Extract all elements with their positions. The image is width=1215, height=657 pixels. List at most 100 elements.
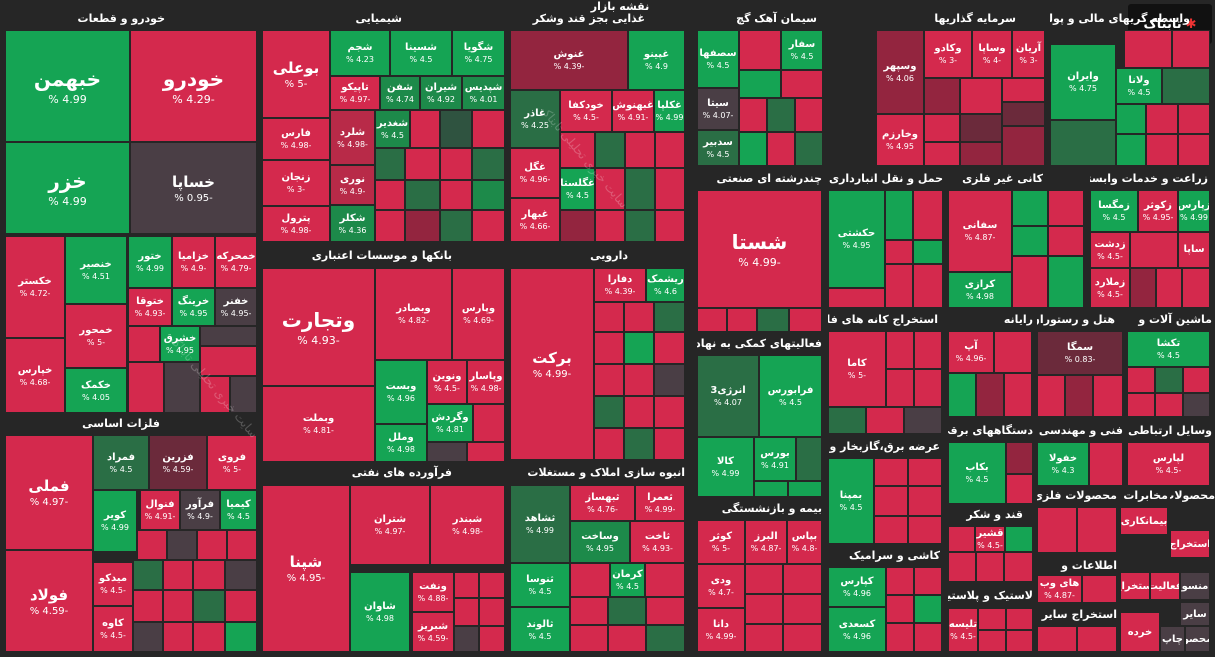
tile-midco[interactable]: میدکو -4.5 %: [93, 562, 133, 606]
tile-tekasha[interactable]: تکشا 4.5 %: [1127, 331, 1210, 367]
tile-zadasht[interactable]: زدشت -4.5 %: [1090, 232, 1130, 268]
tile-saalvand[interactable]: ثالوند 4.5 %: [510, 607, 570, 652]
tile-vasakht[interactable]: وساخت 4.95 %: [570, 521, 630, 563]
tile-fzarin[interactable]: فزرین -4.59 %: [149, 435, 207, 490]
tile-kimia[interactable]: کیمیا 4.5 %: [220, 490, 257, 530]
tile-vapars[interactable]: وپارس -4.69 %: [452, 268, 505, 360]
tile-energy3[interactable]: انرژی3 4.07 %: [697, 355, 759, 437]
tile-misc-d[interactable]: استخراج: [1120, 572, 1150, 600]
tile-misc-a[interactable]: بیمانکاری: [1120, 507, 1168, 535]
tile-kerman[interactable]: کرمان 4.5 %: [610, 563, 645, 597]
tile-dfara[interactable]: دفارا -4.39 %: [594, 268, 646, 302]
tile-khtoor[interactable]: ختور 4.99 %: [128, 236, 172, 288]
tile-ap[interactable]: آپ -4.96 %: [948, 331, 994, 373]
tile-vapasar[interactable]: وپاسار -4.98 %: [467, 360, 505, 404]
tile-shghadir[interactable]: شغدیر 4.5 %: [375, 110, 410, 148]
tile-khmoharreke[interactable]: خمحرکه -4.79 %: [215, 236, 257, 288]
tile-khodro[interactable]: خودرو -4.29 %: [130, 30, 257, 142]
tile-zakosar[interactable]: زکوثر -4.95 %: [1138, 190, 1178, 232]
tile-shasina[interactable]: شسینا 4.5 %: [390, 30, 452, 76]
tile-khazamia[interactable]: خزامیا -4.9 %: [172, 236, 215, 288]
tile-misc-g[interactable]: خرده: [1120, 612, 1160, 652]
tile-kavir[interactable]: کویر 4.99 %: [93, 490, 137, 552]
tile-kosar[interactable]: کوثر -5 %: [697, 520, 745, 564]
tile-tapiko[interactable]: تاپیکو -4.97 %: [330, 76, 380, 110]
tile-khkomak[interactable]: خکمک 4.05 %: [65, 368, 127, 413]
tile-shepna[interactable]: شپنا -4.95 %: [262, 485, 350, 652]
tile-khfanar[interactable]: خفنر -4.95 %: [215, 288, 257, 326]
tile-misc-c[interactable]: فعالیت: [1150, 572, 1180, 600]
tile-kala[interactable]: کالا 4.99 %: [697, 437, 754, 497]
tile-khnasir[interactable]: خنصیر 4.51 %: [65, 236, 127, 304]
tile-farvi[interactable]: فروی -5 %: [207, 435, 257, 490]
tile-faravar[interactable]: فرآور -4.9 %: [180, 490, 220, 530]
tile-misc-b[interactable]: استخراج: [1170, 530, 1210, 558]
tile-fars[interactable]: فارس -4.98 %: [262, 118, 330, 160]
tile-valana[interactable]: ولانا 4.5 %: [1116, 68, 1162, 104]
tile-khfola[interactable]: خفولا 4.3 %: [1037, 442, 1089, 486]
tile-ghnoosh[interactable]: غنوش -4.39 %: [510, 30, 628, 90]
tile-khodkafa[interactable]: خودکفا -4.5 %: [560, 90, 612, 132]
tile-sefar[interactable]: سفار 4.5 %: [781, 30, 823, 70]
tile-noori[interactable]: نوری -4.9 %: [330, 165, 375, 205]
tile-sita[interactable]: سیتا -4.07 %: [697, 88, 739, 130]
tile-talise[interactable]: ساپا: [1178, 232, 1210, 268]
tile-kama[interactable]: کاما -5 %: [828, 331, 886, 407]
tile-shebandar[interactable]: شبندر -4.98 %: [430, 485, 505, 565]
tile-zamgesa[interactable]: زمگسا 4.5 %: [1090, 190, 1138, 232]
tile-khtooqa[interactable]: ختوقا -4.93 %: [128, 288, 172, 326]
tile-kpars[interactable]: کپارس 4.96 %: [828, 567, 886, 607]
tile-arian[interactable]: آریان -3 %: [1012, 30, 1045, 78]
tile-lapars[interactable]: لپارس -4.5 %: [1127, 442, 1210, 486]
tile-qshir[interactable]: قشیر -4.5 %: [975, 526, 1005, 552]
tile-krazi[interactable]: کرازی 4.98 %: [948, 272, 1012, 308]
tile-fanval[interactable]: فنوال -4.91 %: [140, 490, 180, 530]
tile-vakado[interactable]: وکادو -3 %: [924, 30, 972, 78]
tile-ghbahar[interactable]: غبهار -4.66 %: [510, 198, 560, 242]
tile-shavan[interactable]: شاوان 4.98 %: [350, 572, 410, 652]
tile-bepas[interactable]: بپاس -4.8 %: [787, 520, 822, 564]
tile-vabmellat[interactable]: وبملت -4.81 %: [262, 386, 375, 462]
tile-vabest[interactable]: وبست 4.96 %: [375, 360, 427, 424]
tile-dana[interactable]: دانا -4.99 %: [697, 608, 745, 652]
tile-bakab[interactable]: بکاب 4.5 %: [948, 442, 1006, 504]
tile-sabehsaz[interactable]: ثبهساز -4.76 %: [570, 485, 635, 521]
tile-ghgolesta[interactable]: غگلستا 4.5 %: [560, 168, 595, 210]
tile-vamelal[interactable]: وملل 4.98 %: [375, 424, 427, 462]
tile-vadi[interactable]: ودی -4.7 %: [697, 564, 745, 608]
tile-foolad[interactable]: فولاد -4.59 %: [5, 550, 93, 652]
tile-misc-e[interactable]: منسو: [1180, 572, 1210, 600]
tile-sesfaha[interactable]: سصفها 4.5 %: [697, 30, 739, 88]
tile-sakht[interactable]: ثاخت -4.93 %: [630, 521, 685, 563]
tile-sedabir[interactable]: سدبیر 4.5 %: [697, 130, 739, 166]
tile-fameli[interactable]: فملی -4.97 %: [5, 435, 93, 550]
tile-boali[interactable]: بوعلی -5 %: [262, 30, 330, 118]
tile-zanjan[interactable]: زنجان -3 %: [262, 160, 330, 206]
tile-misc-i[interactable]: محصو: [1185, 626, 1210, 652]
tile-piazd[interactable]: تلیسه -4.5 %: [948, 608, 978, 652]
tile-sanosa[interactable]: ثنوسا 4.5 %: [510, 563, 570, 607]
tile-haywab[interactable]: های وب -4.87 %: [1037, 575, 1082, 603]
tile-khkastar[interactable]: خکستر -4.72 %: [5, 236, 65, 338]
tile-vabsader[interactable]: وبصادر -4.82 %: [375, 268, 452, 360]
tile-khpars[interactable]: خپارس -4.68 %: [5, 338, 65, 413]
tile-khbahman[interactable]: خبهمن 4.99 %: [5, 30, 130, 142]
tile-vagardesh[interactable]: وگردش 4.81 %: [427, 404, 473, 442]
tile-ghkalpa[interactable]: غکلپا 4.99 %: [654, 90, 685, 132]
tile-shetran[interactable]: شتران -4.97 %: [350, 485, 430, 565]
tile-vairan[interactable]: وایران 4.75 %: [1050, 44, 1116, 120]
tile-vatejarat[interactable]: وتجارت -4.93 %: [262, 268, 375, 386]
tile-petrol[interactable]: پترول -4.98 %: [262, 206, 330, 242]
tile-khmehvar[interactable]: خمحور -5 %: [65, 304, 127, 368]
tile-vanovin[interactable]: ونوین -4.5 %: [427, 360, 467, 404]
tile-farabourse[interactable]: فرابورس 4.5 %: [759, 355, 822, 437]
tile-misc-f[interactable]: سایر: [1180, 602, 1210, 626]
tile-sapa[interactable]: [1124, 30, 1172, 68]
tile-ksaadi[interactable]: کسعدی 4.96 %: [828, 607, 886, 652]
tile-vakharazm[interactable]: وخارزم 4.95 %: [876, 114, 924, 166]
tile-shajam[interactable]: شجم 4.23 %: [330, 30, 390, 76]
tile-saemran[interactable]: ثعمرا -4.99 %: [635, 485, 685, 521]
tile-zamlard[interactable]: زملارد -4.5 %: [1090, 268, 1130, 308]
tile-khsapa[interactable]: خساپا -0.95 %: [130, 142, 257, 234]
tile-shafan[interactable]: شفن 4.74 %: [380, 76, 420, 110]
